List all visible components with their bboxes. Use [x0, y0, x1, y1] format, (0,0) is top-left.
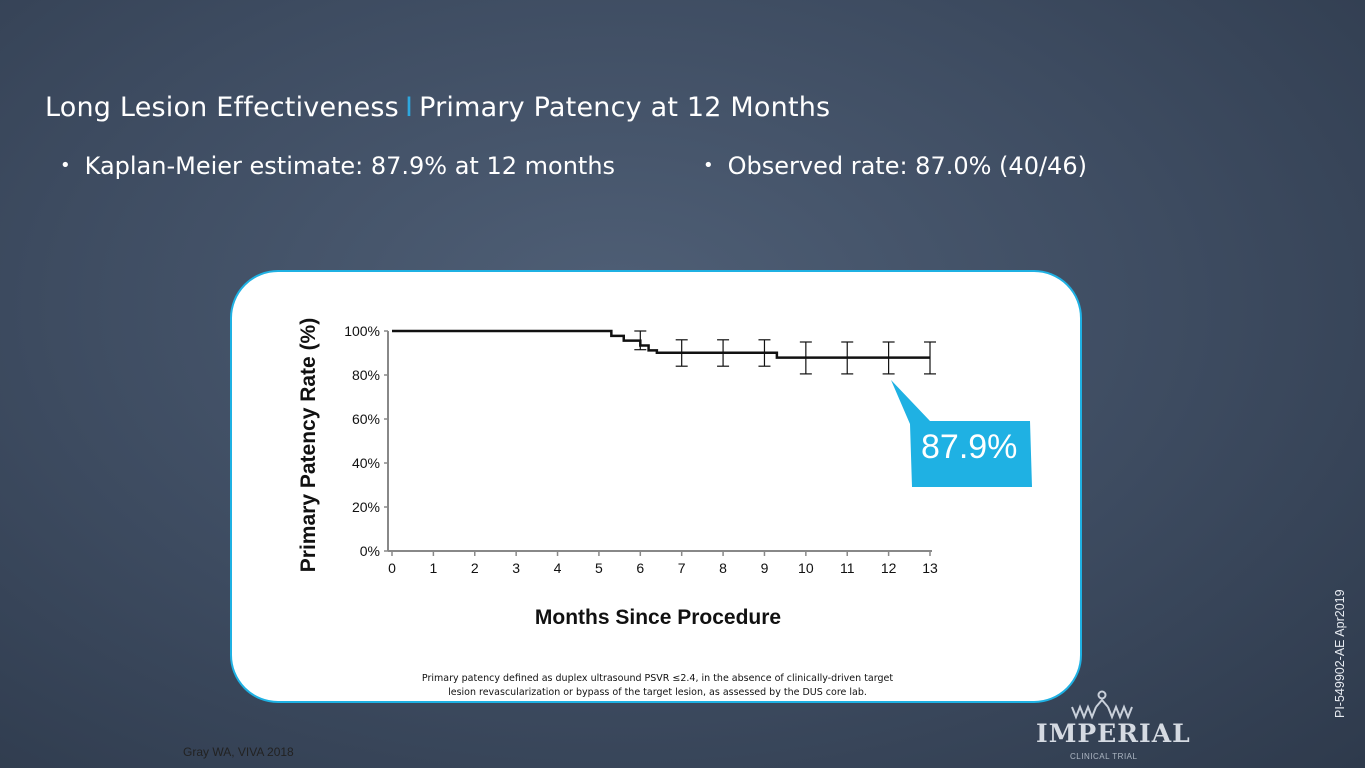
bullet-text: Kaplan-Meier estimate: 87.9% at 12 month…: [84, 152, 616, 180]
x-tick-label: 3: [512, 560, 520, 576]
y-tick-label: 0%: [360, 543, 380, 559]
x-tick-label: 9: [761, 560, 769, 576]
x-tick-label: 10: [798, 560, 814, 576]
error-bar: [924, 341, 936, 375]
x-tick-label: 4: [554, 560, 562, 576]
bullet-marker: •: [60, 155, 71, 176]
error-bar: [758, 339, 771, 367]
bullet-km-estimate: • Kaplan-Meier estimate: 87.9% at 12 mont…: [60, 152, 615, 180]
x-axis-label: Months Since Procedure: [535, 606, 781, 629]
logo-subtitle: CLINICAL TRIAL: [1070, 752, 1138, 761]
bullet-marker: •: [703, 155, 714, 176]
callout-shape: [891, 380, 1032, 487]
error-bar: [634, 330, 647, 351]
document-id: PI-549902-AE Apr2019: [1333, 589, 1347, 718]
x-tick-label: 8: [719, 560, 727, 576]
error-bar: [882, 341, 895, 375]
y-tick-label: 60%: [352, 411, 380, 427]
error-bar: [675, 339, 688, 367]
x-tick-label: 7: [678, 560, 686, 576]
citation: Gray WA, VIVA 2018: [183, 745, 294, 759]
y-tick-label: 40%: [352, 455, 380, 471]
slide-title: Long Lesion Effectiveness I Primary Patenc…: [45, 92, 830, 123]
x-tick-label: 12: [881, 560, 897, 576]
error-bar: [841, 341, 854, 375]
title-separator: I: [404, 92, 414, 123]
logo-wordmark: IMPERIAL: [1036, 719, 1191, 748]
footnote: Primary patency defined as duplex ultras…: [380, 672, 935, 700]
error-bar: [799, 341, 812, 375]
footnote-line-2: lesion revascularization or bypass of th…: [448, 687, 867, 698]
title-main: Long Lesion Effectiveness: [45, 92, 399, 123]
x-tick-label: 11: [840, 560, 855, 576]
callout-value: 87.9%: [921, 428, 1018, 466]
imperial-logo-icon: [1071, 690, 1133, 720]
error-bar: [717, 339, 730, 367]
x-tick-label: 0: [388, 560, 396, 576]
y-tick-label: 80%: [352, 367, 380, 383]
x-tick-label: 6: [636, 560, 644, 576]
footnote-line-1: Primary patency defined as duplex ultras…: [421, 673, 894, 684]
y-axis-label: Primary Patency Rate (%): [297, 318, 320, 572]
bullet-observed-rate: • Observed rate: 87.0% (40/46): [703, 152, 1087, 180]
bullet-text: Observed rate: 87.0% (40/46): [727, 152, 1087, 180]
x-tick-label: 1: [429, 560, 437, 576]
y-tick-label: 100%: [344, 323, 380, 339]
x-tick-label: 5: [595, 560, 603, 576]
x-tick-label: 13: [922, 560, 938, 576]
km-step-curve: [392, 329, 930, 359]
title-sub: Primary Patency at 12 Months: [419, 92, 831, 123]
y-tick-label: 20%: [352, 499, 380, 515]
x-tick-label: 2: [471, 560, 479, 576]
